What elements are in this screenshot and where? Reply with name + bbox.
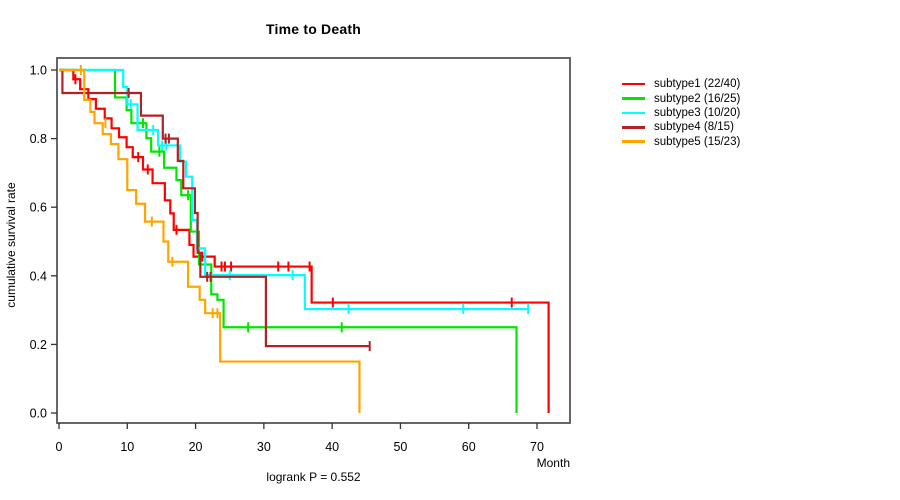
legend-line-swatch [622, 111, 645, 115]
legend-item-label: subtype2 (16/25) [654, 92, 741, 105]
x-tick-label: 10 [120, 440, 134, 454]
logrank-p-annotation: logrank P = 0.552 [266, 470, 361, 484]
x-tick-label: 20 [189, 440, 203, 454]
y-tick-label: 0.2 [30, 338, 47, 352]
legend-item-4: subtype4 (8/15) [622, 120, 740, 134]
legend-item-label: subtype5 (15/23) [654, 135, 741, 148]
legend-line-swatch [622, 126, 645, 129]
legend-item-label: subtype3 (10/20) [654, 106, 741, 119]
y-tick-label: 0.0 [30, 407, 47, 421]
y-tick-label: 0.8 [30, 132, 47, 146]
legend-line-swatch [622, 82, 645, 86]
legend-item-2: subtype2 (16/25) [622, 91, 740, 105]
legend-item-label: subtype4 (8/15) [654, 121, 734, 134]
x-axis-unit-label: Month [536, 456, 570, 470]
x-tick-label: 60 [462, 440, 476, 454]
legend-item-5: subtype5 (15/23) [622, 135, 740, 149]
plot-frame [56, 57, 571, 424]
y-tick-label: 0.4 [30, 269, 47, 283]
legend-item-1: subtype1 (22/40) [622, 77, 740, 91]
legend: subtype1 (22/40) subtype2 (16/25) subtype3… [622, 77, 740, 149]
x-tick-label: 30 [257, 440, 271, 454]
y-axis-label: cumulative survival rate [4, 182, 18, 308]
chart-title: Time to Death [266, 21, 361, 37]
legend-item-label: subtype1 (22/40) [654, 78, 741, 91]
y-tick-label: 1.0 [30, 64, 47, 78]
survival-curve-subtype5 [59, 68, 361, 413]
x-tick-label: 50 [393, 440, 407, 454]
legend-line-swatch [622, 97, 645, 100]
x-tick-label: 70 [530, 440, 544, 454]
survival-curve-subtype2 [59, 68, 518, 413]
legend-item-3: subtype3 (10/20) [622, 106, 740, 120]
y-tick-label: 0.6 [30, 201, 47, 215]
legend-line-swatch [622, 140, 645, 144]
x-tick-label: 0 [56, 440, 63, 454]
x-tick-label: 40 [325, 440, 339, 454]
survival-curve-subtype4 [59, 68, 370, 348]
